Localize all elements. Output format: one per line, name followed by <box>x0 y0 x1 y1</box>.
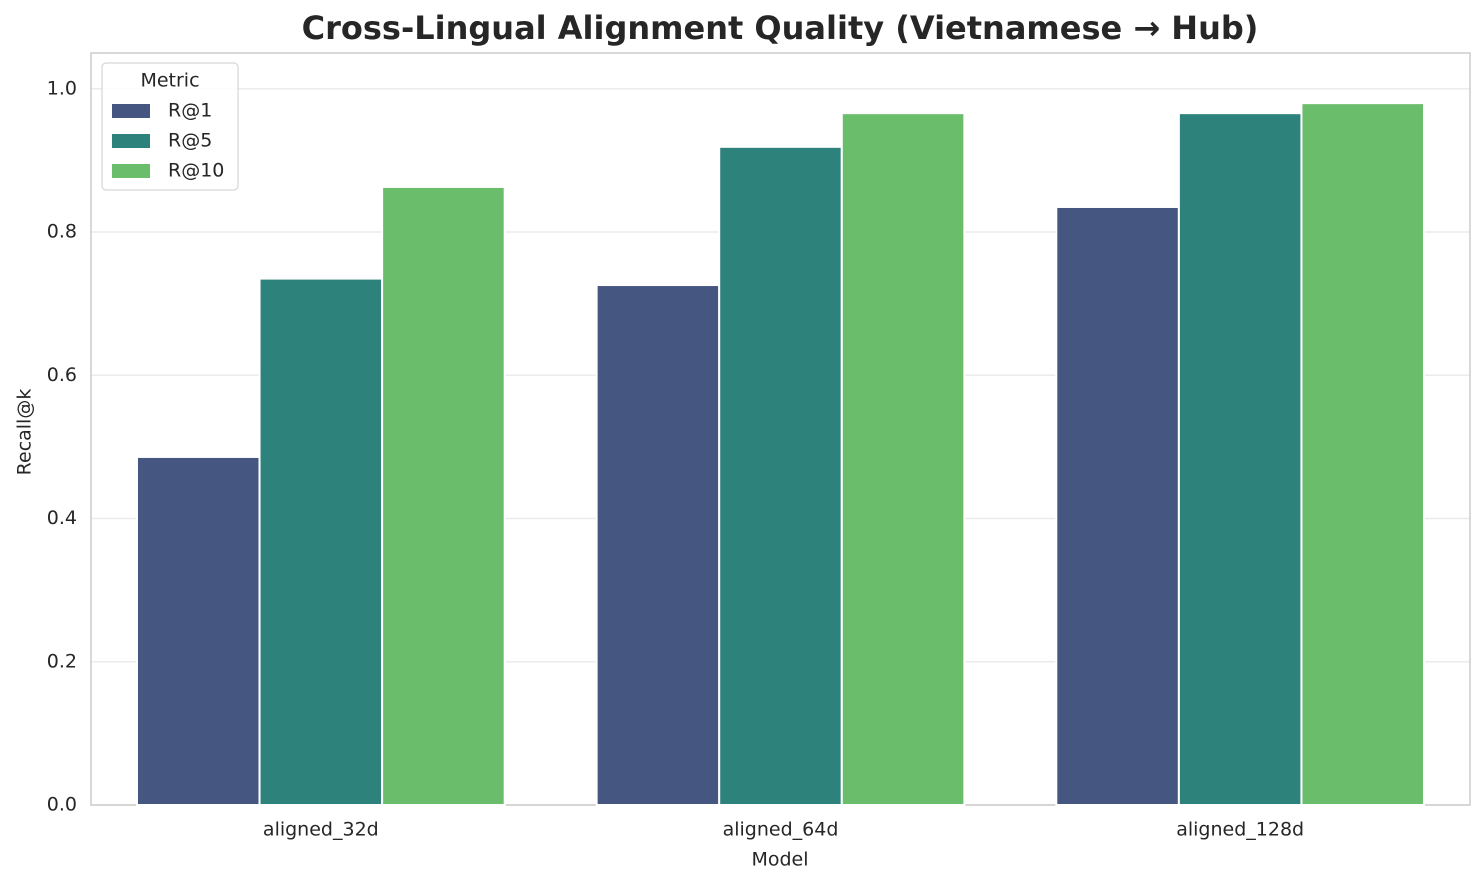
y-tick-label: 1.0 <box>47 77 77 99</box>
y-tick-label: 0.8 <box>47 221 77 243</box>
x-tick-label: aligned_64d <box>723 819 839 841</box>
bar <box>1177 112 1303 807</box>
y-tick-label: 0.4 <box>47 507 77 529</box>
x-tick-label: aligned_32d <box>263 819 379 841</box>
legend-label: R@10 <box>168 160 224 182</box>
legend-swatch <box>112 134 150 148</box>
y-tick-label: 0.2 <box>47 650 77 672</box>
x-tick-label: aligned_128d <box>1176 819 1304 841</box>
legend-swatch <box>112 104 150 118</box>
bar <box>258 277 384 807</box>
y-tick-label: 0.0 <box>47 794 77 816</box>
legend-title: Metric <box>140 70 199 92</box>
legend-label: R@5 <box>168 130 212 152</box>
bar <box>381 185 506 806</box>
legend-swatch <box>112 164 150 178</box>
bar <box>595 284 721 806</box>
y-tick-label: 0.6 <box>47 364 77 386</box>
x-axis-label: Model <box>751 849 808 871</box>
chart-title: Cross-Lingual Alignment Quality (Vietnam… <box>302 9 1259 47</box>
bar <box>1055 205 1180 806</box>
bar <box>840 112 966 807</box>
bar <box>1300 102 1426 806</box>
bar <box>135 455 261 806</box>
y-axis-label: Recall@k <box>14 389 36 476</box>
legend-label: R@1 <box>168 100 212 122</box>
legend-box <box>101 62 239 191</box>
bar <box>718 145 843 807</box>
